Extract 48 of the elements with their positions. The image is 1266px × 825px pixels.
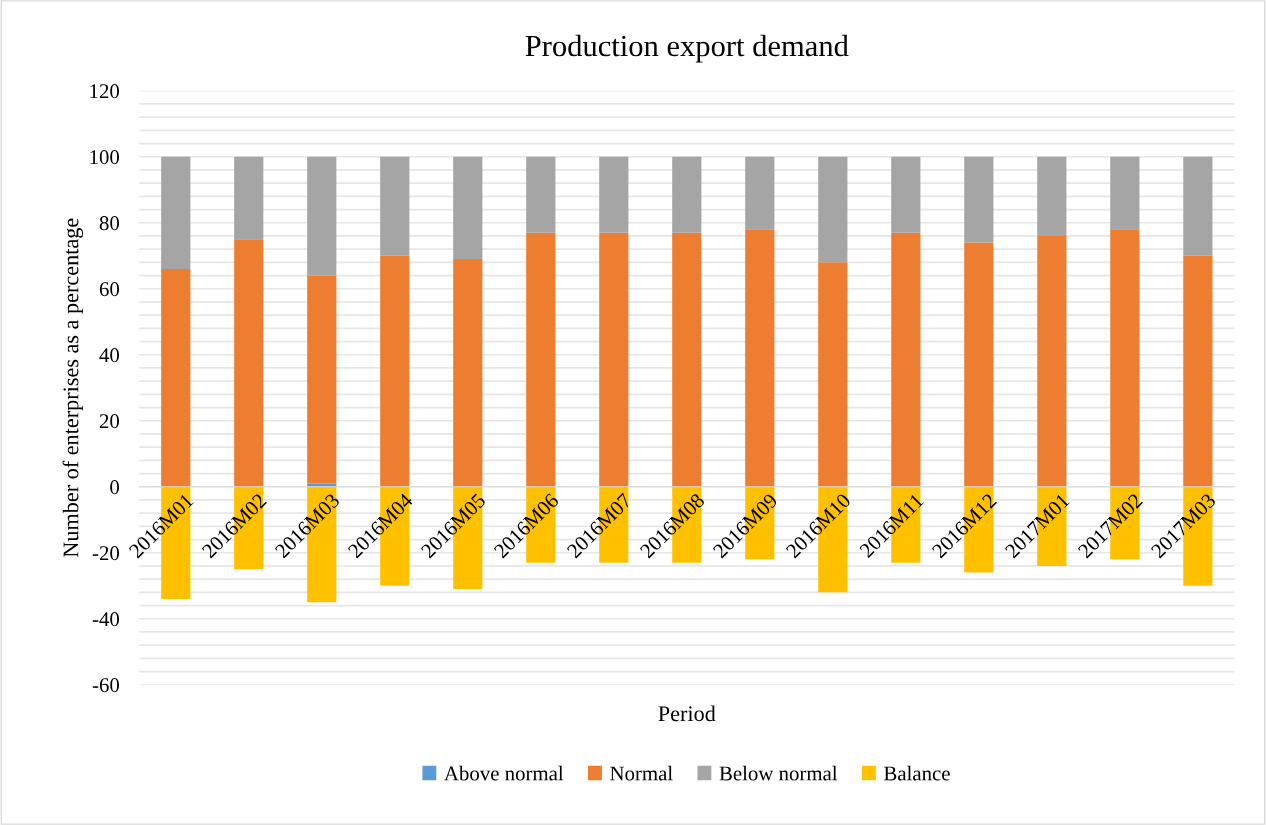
- bar: [818, 262, 848, 487]
- y-tick-label: -20: [92, 546, 120, 561]
- chart-title: Production export demand: [525, 34, 849, 63]
- x-axis-title: Period: [658, 705, 716, 722]
- bar: [964, 242, 994, 487]
- bar: [599, 232, 629, 487]
- bar: [380, 255, 410, 487]
- bar: [964, 156, 994, 243]
- y-tick-label: 0: [110, 480, 120, 495]
- bar: [307, 275, 337, 484]
- bar: [1037, 156, 1067, 236]
- bar: [380, 156, 410, 256]
- y-tick-label: 100: [90, 150, 120, 165]
- legend-label: Normal: [610, 765, 673, 781]
- bar: [526, 156, 556, 233]
- y-tick-label: -40: [92, 612, 120, 627]
- bar: [1037, 235, 1067, 487]
- bar: [672, 232, 702, 487]
- bar: [891, 156, 921, 233]
- bar: [1110, 156, 1140, 230]
- bar: [891, 232, 921, 487]
- y-tick-label: 60: [99, 282, 120, 297]
- bar: [1183, 156, 1213, 256]
- bar: [161, 268, 191, 487]
- bar: [1110, 229, 1140, 487]
- y-axis-title: Number of enterprises as a percentage: [62, 218, 84, 558]
- bar: [307, 483, 337, 487]
- bar: [161, 156, 191, 269]
- bar: [745, 229, 775, 487]
- bar: [453, 156, 483, 260]
- bar: [307, 156, 337, 276]
- bar: [234, 156, 264, 240]
- bar: [1183, 255, 1213, 487]
- bar: [599, 156, 629, 233]
- legend-label: Above normal: [444, 765, 564, 781]
- legend-label: Below normal: [719, 765, 838, 781]
- y-tick-label: 80: [99, 216, 120, 231]
- y-tick-label: 20: [99, 414, 120, 429]
- y-tick-label: -60: [92, 678, 120, 693]
- y-tick-label: 40: [99, 348, 120, 363]
- legend-label: Balance: [884, 765, 950, 781]
- bar: [745, 156, 775, 230]
- bar: [234, 239, 264, 487]
- y-tick-label: 120: [90, 84, 120, 99]
- bar: [818, 156, 848, 263]
- bar: [453, 259, 483, 487]
- bar: [672, 156, 702, 233]
- bar: [526, 232, 556, 487]
